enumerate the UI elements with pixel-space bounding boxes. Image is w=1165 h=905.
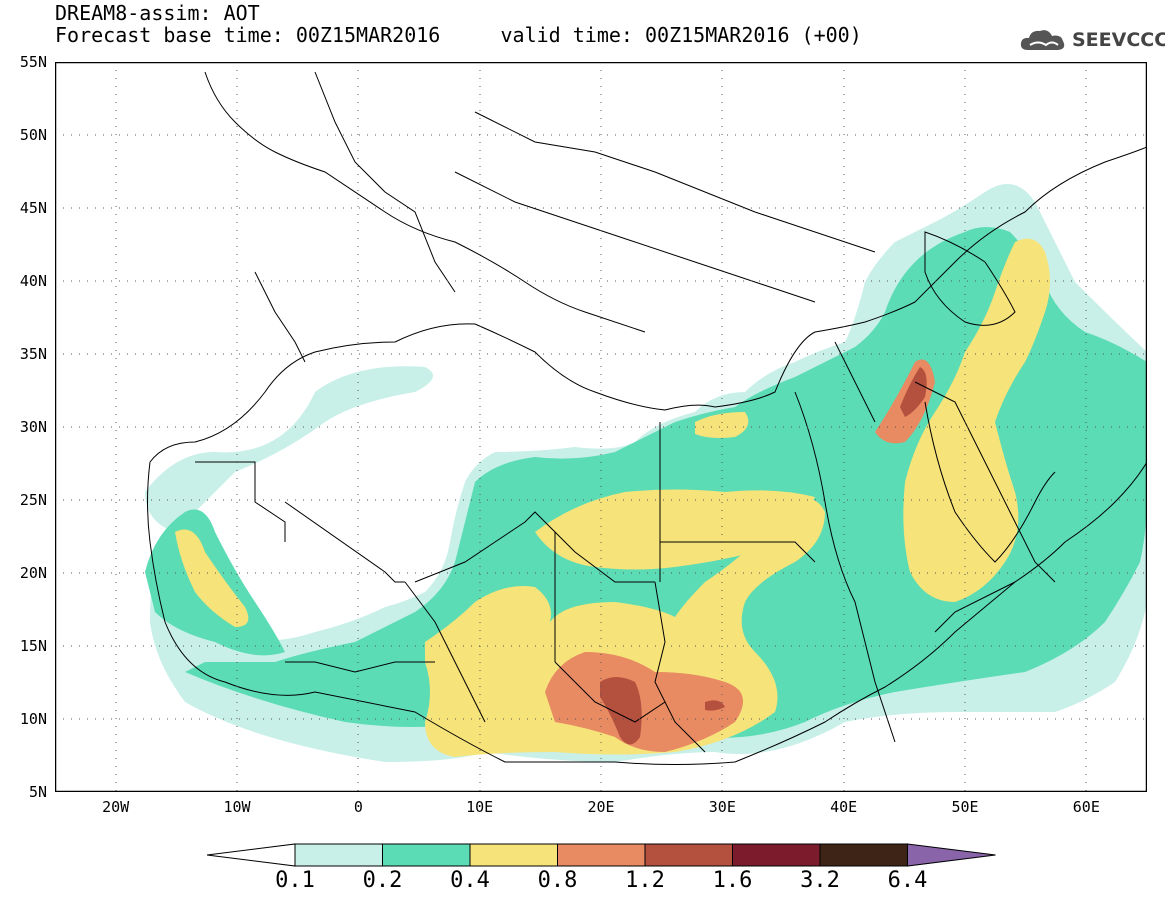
lat-label: 30N xyxy=(19,418,47,436)
lon-label: 20E xyxy=(587,798,615,816)
colorbar-high-arrow xyxy=(907,843,996,867)
colorbar-tick-label: 0.2 xyxy=(362,868,403,893)
aot-level-1-2-shading xyxy=(600,367,927,745)
colorbar-segment xyxy=(644,843,733,867)
lon-label: 60E xyxy=(1072,798,1100,816)
lat-label: 35N xyxy=(19,345,47,363)
colorbar-segment xyxy=(294,843,383,867)
lon-label: 10W xyxy=(223,798,251,816)
lat-label: 45N xyxy=(19,199,47,217)
lat-label: 10N xyxy=(19,710,47,728)
colorbar-tick-label: 0.8 xyxy=(537,868,578,893)
lat-label: 50N xyxy=(19,126,47,144)
lat-label: 5N xyxy=(28,783,47,801)
lat-label: 20N xyxy=(19,564,47,582)
map-border xyxy=(55,62,1147,792)
lat-label: 25N xyxy=(19,491,47,509)
colorbar-segment xyxy=(819,843,908,867)
lat-label: 40N xyxy=(19,272,47,290)
colorbar-tick-label: 6.4 xyxy=(887,868,928,893)
colorbar-tick-label: 3.2 xyxy=(800,868,840,893)
colorbar-tick-label: 0.1 xyxy=(275,868,315,893)
colorbar xyxy=(207,843,996,867)
logo-text: SEEVCCC xyxy=(1072,29,1165,51)
lon-label: 0 xyxy=(353,798,363,816)
seevccc-logo: SEEVCCC xyxy=(1018,26,1165,54)
lon-label: 40E xyxy=(830,798,858,816)
aot-map xyxy=(55,62,1147,792)
colorbar-tick-label: 0.4 xyxy=(450,868,490,893)
coastlines-and-borders xyxy=(147,71,1147,765)
lat-label: 15N xyxy=(19,637,47,655)
lon-label: 20W xyxy=(102,798,130,816)
colorbar-tick-label: 1.6 xyxy=(712,868,753,893)
lon-label: 10E xyxy=(466,798,494,816)
colorbar-tick-label: 1.2 xyxy=(625,868,665,893)
colorbar-low-arrow xyxy=(207,843,296,867)
map-title: DREAM8-assim: AOT xyxy=(55,1,260,25)
lon-label: 30E xyxy=(708,798,736,816)
cloud-icon xyxy=(1020,30,1065,50)
colorbar-segment xyxy=(732,843,821,867)
graticule xyxy=(55,62,1147,792)
lat-label: 55N xyxy=(19,53,47,71)
colorbar-segment xyxy=(557,843,646,867)
colorbar-segment xyxy=(469,843,558,867)
lon-label: 50E xyxy=(951,798,979,816)
forecast-time-subtitle: Forecast base time: 00Z15MAR2016 valid t… xyxy=(55,23,862,47)
colorbar-segment xyxy=(382,843,471,867)
